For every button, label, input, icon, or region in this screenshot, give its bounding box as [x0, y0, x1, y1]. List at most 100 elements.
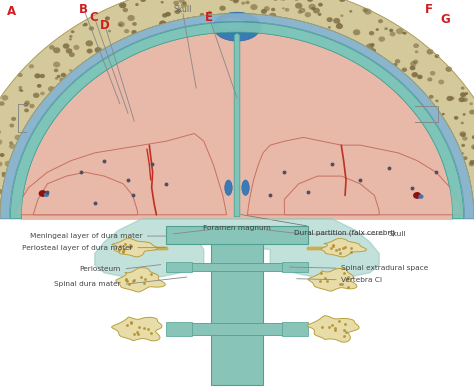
Circle shape	[0, 189, 3, 194]
Polygon shape	[0, 0, 474, 219]
Circle shape	[460, 92, 466, 97]
Circle shape	[61, 73, 66, 77]
Circle shape	[389, 29, 393, 32]
Polygon shape	[95, 219, 379, 281]
Circle shape	[24, 108, 29, 112]
Text: A: A	[7, 5, 17, 18]
Bar	[190, 263, 284, 271]
Circle shape	[5, 161, 12, 167]
Polygon shape	[308, 269, 357, 291]
Bar	[166, 226, 308, 244]
Circle shape	[366, 43, 374, 50]
Circle shape	[458, 97, 465, 102]
Circle shape	[39, 191, 46, 196]
Circle shape	[18, 89, 22, 92]
Circle shape	[430, 71, 436, 75]
Circle shape	[318, 13, 321, 16]
Ellipse shape	[213, 12, 261, 41]
Text: Meningeal layer of dura mater: Meningeal layer of dura mater	[30, 233, 142, 239]
Circle shape	[18, 86, 22, 89]
Circle shape	[313, 8, 320, 14]
Circle shape	[414, 193, 420, 198]
Polygon shape	[0, 14, 474, 219]
Circle shape	[69, 69, 72, 72]
Polygon shape	[112, 238, 157, 257]
Circle shape	[364, 9, 372, 15]
Circle shape	[181, 2, 187, 7]
Circle shape	[165, 12, 171, 17]
Text: Vertebra CI: Vertebra CI	[341, 277, 382, 283]
Circle shape	[89, 26, 94, 31]
Circle shape	[59, 77, 65, 82]
Circle shape	[402, 68, 407, 72]
Circle shape	[450, 96, 455, 100]
Circle shape	[131, 30, 137, 34]
Circle shape	[390, 32, 396, 36]
Circle shape	[34, 73, 41, 79]
Circle shape	[471, 144, 474, 150]
Circle shape	[311, 7, 315, 10]
Circle shape	[469, 110, 474, 115]
Polygon shape	[14, 134, 227, 215]
Circle shape	[9, 123, 14, 127]
Polygon shape	[0, 14, 474, 219]
Text: Spinal dura mater: Spinal dura mater	[54, 281, 121, 288]
Circle shape	[469, 162, 474, 166]
Polygon shape	[247, 137, 462, 215]
Circle shape	[369, 31, 374, 36]
Circle shape	[66, 48, 73, 53]
Circle shape	[427, 77, 432, 82]
Circle shape	[375, 28, 379, 31]
Text: Dural partition (falx cerebri): Dural partition (falx cerebri)	[241, 214, 395, 236]
Circle shape	[333, 18, 340, 24]
Circle shape	[454, 116, 458, 120]
Circle shape	[2, 175, 5, 177]
Text: F: F	[425, 3, 433, 16]
Circle shape	[1, 95, 9, 101]
Circle shape	[124, 29, 129, 33]
Circle shape	[23, 103, 28, 107]
Polygon shape	[33, 172, 137, 215]
Circle shape	[53, 62, 60, 67]
Circle shape	[469, 102, 473, 105]
Circle shape	[87, 49, 92, 53]
Circle shape	[393, 63, 398, 67]
Circle shape	[0, 130, 1, 134]
Circle shape	[241, 2, 245, 5]
Circle shape	[85, 40, 93, 46]
Circle shape	[419, 195, 423, 198]
Circle shape	[446, 67, 452, 72]
Bar	[282, 322, 308, 336]
Circle shape	[95, 47, 102, 53]
Circle shape	[18, 73, 23, 77]
Circle shape	[208, 11, 212, 14]
Circle shape	[0, 139, 2, 145]
Circle shape	[438, 80, 444, 84]
Circle shape	[264, 6, 270, 11]
Circle shape	[415, 50, 419, 53]
Circle shape	[461, 87, 465, 90]
Circle shape	[370, 43, 374, 46]
Circle shape	[48, 86, 55, 92]
Circle shape	[82, 24, 85, 27]
Polygon shape	[307, 316, 359, 342]
Circle shape	[461, 122, 464, 124]
Circle shape	[318, 3, 323, 7]
Circle shape	[176, 9, 182, 14]
Polygon shape	[284, 176, 379, 215]
Circle shape	[159, 21, 166, 27]
Circle shape	[73, 45, 80, 50]
Circle shape	[463, 98, 468, 102]
Circle shape	[294, 0, 299, 1]
Bar	[190, 323, 284, 335]
Circle shape	[179, 0, 184, 3]
Circle shape	[56, 75, 61, 78]
Circle shape	[403, 32, 407, 35]
Circle shape	[469, 160, 474, 164]
Circle shape	[25, 101, 30, 105]
Circle shape	[472, 135, 474, 139]
Circle shape	[173, 1, 179, 5]
Circle shape	[461, 133, 465, 137]
Bar	[166, 322, 192, 336]
Text: D: D	[100, 19, 109, 32]
